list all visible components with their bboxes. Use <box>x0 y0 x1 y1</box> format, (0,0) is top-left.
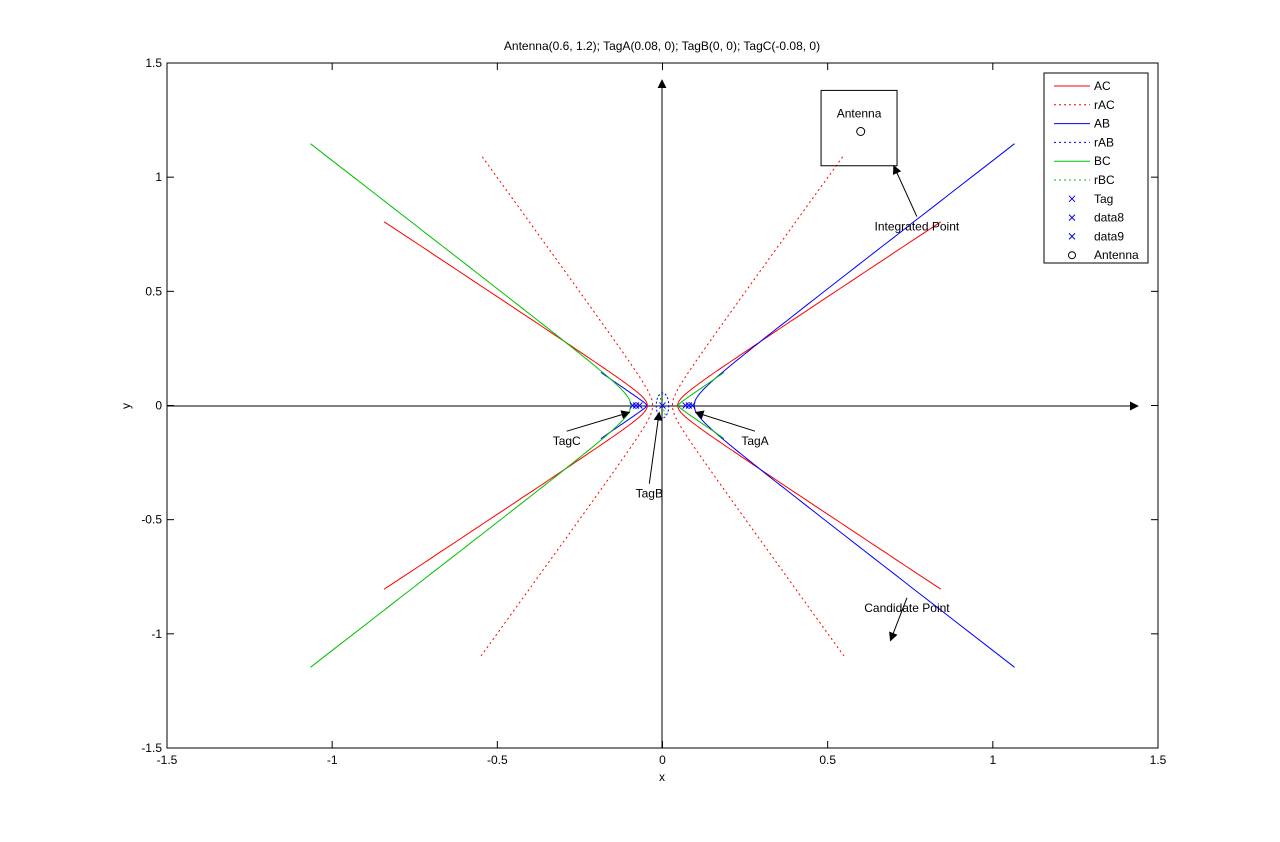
legend-label: data9 <box>1094 229 1124 243</box>
x-axis-ticks: -1.5 -1 -0.5 0 0.5 1 1.5 <box>157 63 1167 767</box>
legend-item-Antenna: Antenna <box>1068 248 1139 262</box>
series-BC-line <box>310 143 632 668</box>
annotation-arrow <box>566 410 631 432</box>
curve-layer <box>310 143 1015 668</box>
legend-marker <box>1068 233 1076 240</box>
series-rAC-line <box>671 154 845 657</box>
y-tick-label: -0.5 <box>141 513 162 527</box>
series-AC-line <box>677 221 942 590</box>
y-tick-label: 0.5 <box>145 284 162 298</box>
legend-item-rAC: rAC <box>1054 98 1115 112</box>
x-stroke <box>636 402 643 409</box>
legend-label: rAB <box>1094 135 1114 149</box>
legend-marker <box>1068 214 1076 221</box>
legend-item-rBC: rBC <box>1054 173 1115 187</box>
annotation-label: TagC <box>553 434 581 448</box>
annotation-label: TagA <box>741 434 768 448</box>
annotation-label: TagB <box>636 487 663 501</box>
legend-label: rAC <box>1094 98 1115 112</box>
marker-layer <box>629 127 866 409</box>
series-data8-point <box>636 402 643 409</box>
x-stroke <box>688 402 696 409</box>
legend-item-rAB: rAB <box>1054 135 1114 149</box>
legend-item-BC: BC <box>1054 154 1111 168</box>
series-Tag-point <box>659 402 666 409</box>
x-stroke <box>629 402 637 409</box>
series-rAB-circle <box>655 392 670 419</box>
annotation-arrow <box>892 164 918 217</box>
y-tick-label: 1 <box>155 170 162 184</box>
legend-item-data8: data8 <box>1068 211 1124 225</box>
annotation-arrow <box>694 410 756 432</box>
x-tick-label: 1 <box>989 753 996 767</box>
y-axis-ticks: -1.5 -1 -0.5 0 0.5 1 1.5 <box>141 56 1158 755</box>
x-stroke <box>682 402 689 409</box>
series-data9-point <box>629 402 637 409</box>
annotation-label: Candidate Point <box>864 601 950 615</box>
x-tick-label: 0.5 <box>819 753 836 767</box>
legend-frame <box>1043 72 1149 264</box>
x-tick-label: -0.5 <box>487 753 508 767</box>
legend-label: AB <box>1094 117 1110 131</box>
x-tick-label: 1.5 <box>1150 753 1167 767</box>
annotation-arrow <box>648 411 663 484</box>
series-data9-point <box>688 402 696 409</box>
legend-label: BC <box>1094 154 1111 168</box>
antenna-box: Antenna <box>820 89 898 167</box>
series-rAC-line <box>480 154 654 657</box>
series-data8-point <box>682 402 689 409</box>
x-tick-label: -1.5 <box>157 753 178 767</box>
legend-marker <box>1068 195 1076 203</box>
x-tick-label: -1 <box>327 753 338 767</box>
y-tick-label: -1 <box>151 627 162 641</box>
series-AB-line <box>600 371 648 440</box>
y-tick-label: 1.5 <box>145 56 162 70</box>
x-tick-label: 0 <box>659 753 666 767</box>
annotation-arrow <box>889 597 908 642</box>
x-stroke <box>659 402 666 409</box>
legend-label: Tag <box>1094 192 1113 206</box>
legend-item-AC: AC <box>1054 79 1111 93</box>
legend-label: Antenna <box>1094 248 1139 262</box>
series-AB-line <box>693 143 1015 668</box>
legend-label: data8 <box>1094 211 1124 225</box>
legend-marker <box>1068 251 1076 260</box>
series-BC-line <box>677 371 725 440</box>
legend: AC rAC AB rAB BC rBC Tag data8 data9 Antenna <box>1043 72 1149 264</box>
x-axis-label: x <box>659 770 665 784</box>
annotation-label: Integrated Point <box>874 220 959 234</box>
y-tick-label: -1.5 <box>141 741 162 755</box>
legend-item-data9: data9 <box>1068 229 1124 243</box>
legend-item-Tag: Tag <box>1068 192 1113 206</box>
legend-label: rBC <box>1094 173 1115 187</box>
annotation-layer: Integrated Point Candidate Point TagA TagB T… <box>553 164 960 642</box>
antenna-box-frame <box>820 89 898 167</box>
y-tick-label: 0 <box>155 399 162 413</box>
chart-title: Antenna(0.6, 1.2); TagA(0.08, 0); TagB(0… <box>504 39 820 53</box>
legend-label: AC <box>1094 79 1111 93</box>
series-AC-line <box>383 221 648 590</box>
antenna-box-label: Antenna <box>837 106 882 120</box>
series-Antenna-point <box>856 127 866 136</box>
y-axis-label: y <box>119 403 133 409</box>
legend-item-AB: AB <box>1054 117 1110 131</box>
